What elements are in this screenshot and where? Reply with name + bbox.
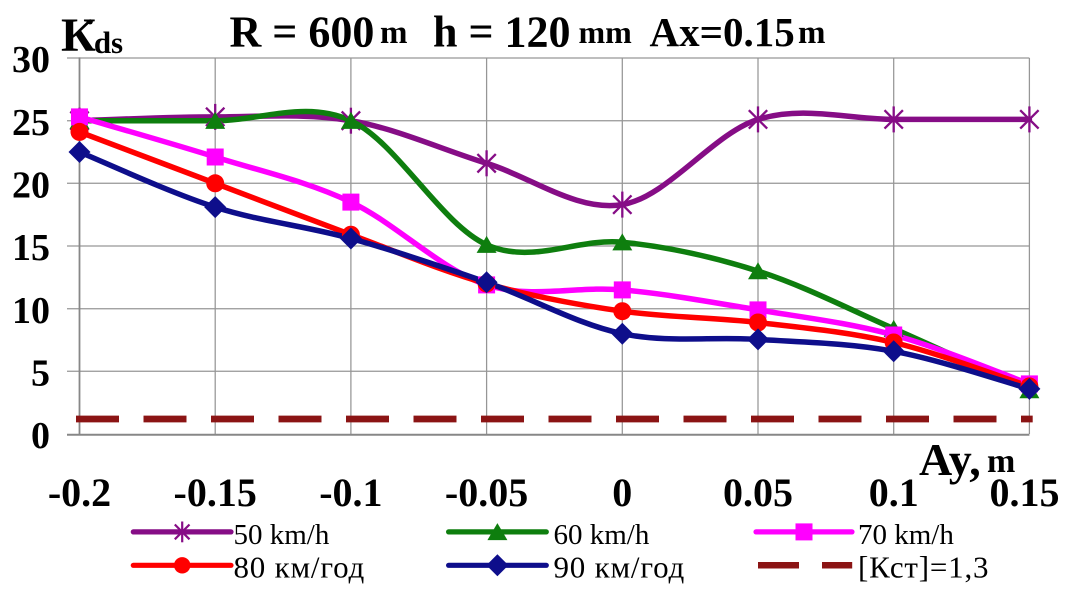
svg-text:-0.15: -0.15 — [174, 470, 257, 515]
svg-text:0: 0 — [612, 470, 632, 515]
svg-text:-0.2: -0.2 — [48, 470, 111, 515]
svg-text:10: 10 — [12, 290, 50, 332]
svg-text:5: 5 — [31, 353, 50, 395]
svg-text:m: m — [987, 443, 1015, 480]
svg-text:60 km/h: 60 km/h — [554, 519, 650, 551]
svg-text:-0.05: -0.05 — [445, 470, 528, 515]
svg-text:20: 20 — [12, 165, 50, 207]
svg-text:[Кст]=1,3: [Кст]=1,3 — [858, 550, 989, 585]
svg-text:mm: mm — [579, 14, 633, 50]
svg-text:0: 0 — [31, 415, 50, 457]
svg-text:0.15: 0.15 — [990, 470, 1060, 515]
svg-text:0.05: 0.05 — [723, 470, 793, 515]
svg-text:30: 30 — [12, 39, 50, 81]
svg-text:25: 25 — [12, 102, 50, 144]
svg-text:90 км/год: 90 км/год — [554, 550, 686, 585]
svg-text:Ax=0.15: Ax=0.15 — [650, 9, 795, 55]
svg-text:0.1: 0.1 — [869, 470, 919, 515]
svg-text:R = 600: R = 600 — [230, 7, 375, 56]
svg-text:-0.1: -0.1 — [319, 470, 382, 515]
svg-text:50 km/h: 50 km/h — [234, 519, 330, 551]
svg-text:70 km/h: 70 km/h — [858, 519, 954, 551]
svg-text:15: 15 — [12, 227, 50, 269]
svg-text:m: m — [798, 15, 826, 51]
svg-text:80 км/год: 80 км/год — [234, 550, 366, 585]
svg-text:Ay,: Ay, — [919, 434, 981, 485]
svg-text:m: m — [380, 15, 408, 51]
svg-text:h = 120: h = 120 — [433, 7, 571, 56]
